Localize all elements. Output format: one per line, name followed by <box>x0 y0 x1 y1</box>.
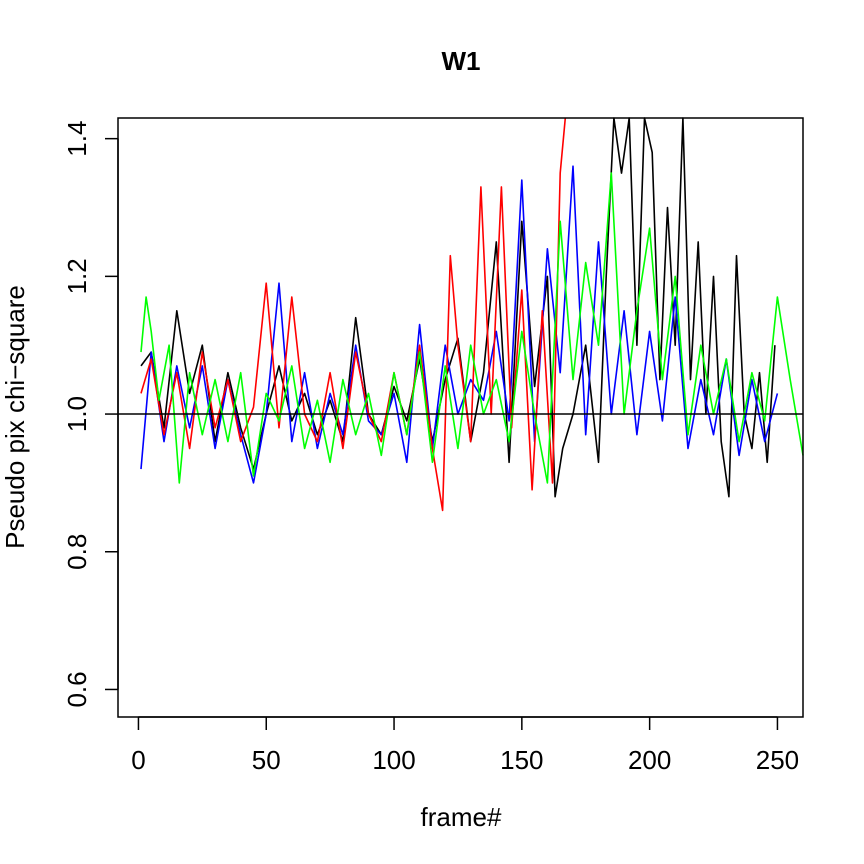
x-tick-label: 100 <box>372 745 415 775</box>
series-line-1 <box>140 117 776 498</box>
x-axis: 0 50 100 150 200 250 <box>131 716 799 775</box>
y-tick-label: 0.6 <box>62 671 92 707</box>
series-line-3 <box>140 117 567 512</box>
x-tick-label: 50 <box>252 745 281 775</box>
plot-series-group <box>140 117 804 512</box>
x-axis-label: frame# <box>421 802 502 832</box>
series-line-4 <box>140 172 804 484</box>
x-tick-label: 150 <box>500 745 543 775</box>
y-tick-label: 1.0 <box>62 396 92 432</box>
y-axis-label: Pseudo pix chi−square <box>0 285 30 549</box>
y-tick-label: 1.4 <box>62 121 92 157</box>
y-tick-label: 0.8 <box>62 534 92 570</box>
chart-title: W1 <box>442 46 481 76</box>
x-tick-label: 250 <box>756 745 799 775</box>
x-tick-label: 0 <box>131 745 145 775</box>
x-tick-label: 200 <box>628 745 671 775</box>
y-tick-label: 1.2 <box>62 258 92 294</box>
y-axis: 0.6 0.8 1.0 1.2 1.4 <box>62 121 119 708</box>
